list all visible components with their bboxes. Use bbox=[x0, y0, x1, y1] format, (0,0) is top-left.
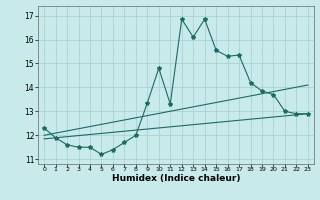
X-axis label: Humidex (Indice chaleur): Humidex (Indice chaleur) bbox=[112, 174, 240, 183]
